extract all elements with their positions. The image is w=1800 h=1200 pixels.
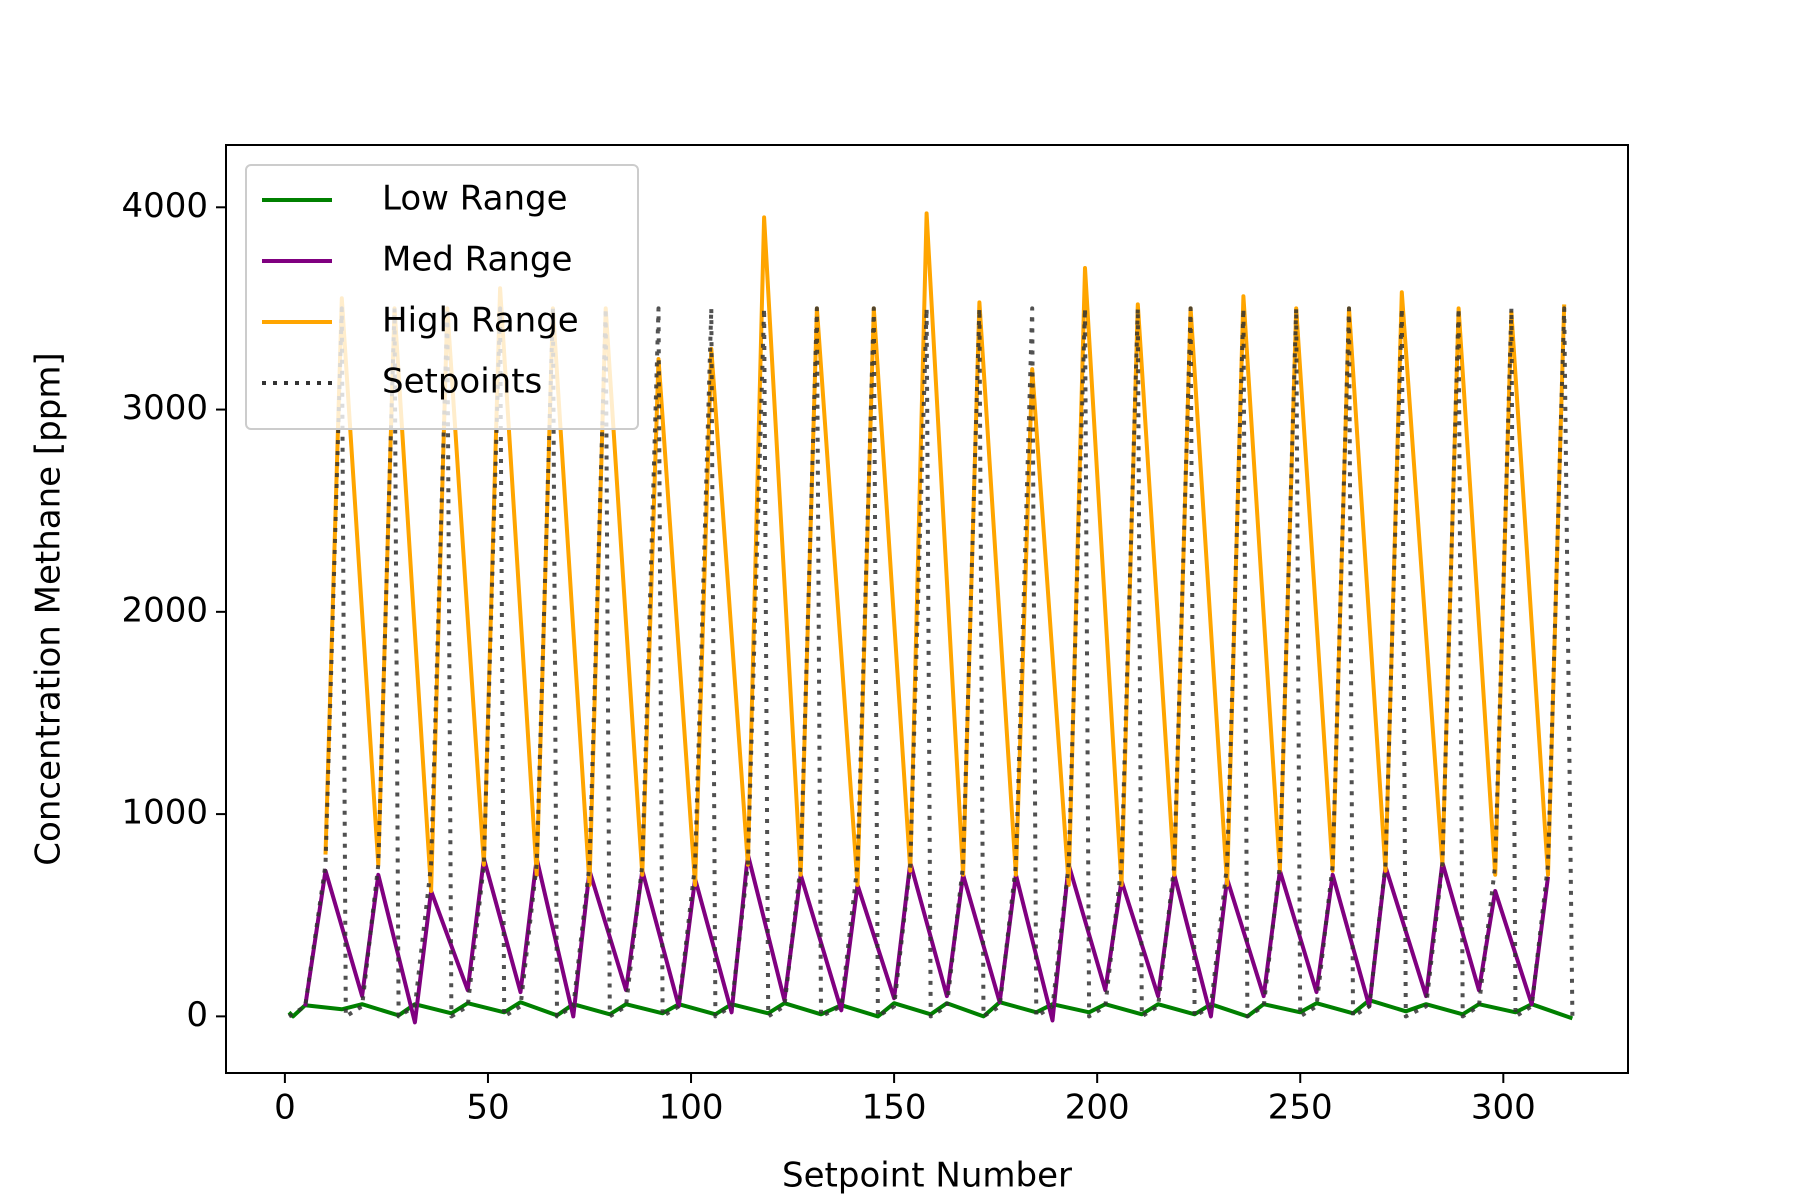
series-line — [323, 211, 1567, 893]
x-tick-label: 50 — [466, 1088, 509, 1128]
series-line — [287, 998, 1574, 1021]
y-tick-label: 1000 — [121, 793, 208, 833]
legend: Low Range Med Range High Range Setpoints — [245, 164, 639, 430]
plot-frame — [225, 144, 1629, 1074]
y-axis-label: Concentration Methane [ppm] — [29, 352, 69, 865]
x-tick-label: 250 — [1268, 1088, 1333, 1128]
x-tick-label: 100 — [659, 1088, 724, 1128]
y-tick-label: 4000 — [121, 186, 208, 226]
x-axis-label: Setpoint Number — [782, 1156, 1072, 1196]
legend-label: High Range — [382, 301, 579, 341]
x-tick-label: 150 — [862, 1088, 927, 1128]
y-tick-label: 2000 — [121, 590, 208, 630]
x-tick-label: 200 — [1065, 1088, 1130, 1128]
y-tick-label: 0 — [186, 995, 208, 1035]
legend-label: Med Range — [382, 240, 572, 280]
legend-label: Setpoints — [382, 362, 542, 402]
series-line — [287, 306, 1575, 1019]
y-tick-label: 3000 — [121, 388, 208, 428]
legend-label: Low Range — [382, 179, 568, 219]
x-tick-label: 0 — [274, 1088, 296, 1128]
x-tick-label: 300 — [1471, 1088, 1536, 1128]
legend-box — [245, 164, 639, 430]
